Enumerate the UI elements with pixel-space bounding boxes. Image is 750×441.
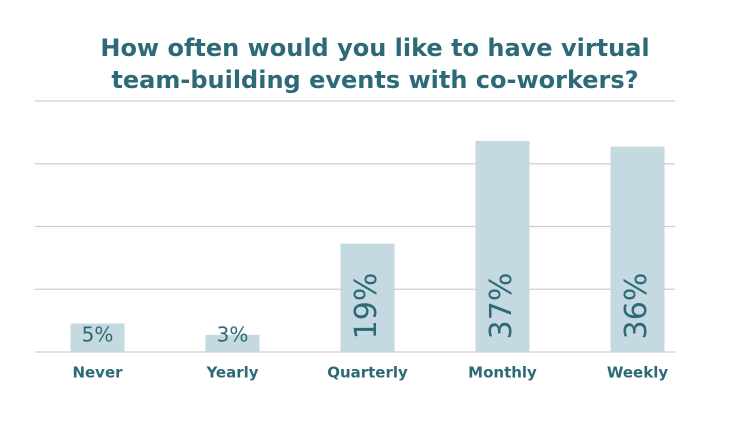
chart-title: How often would you like to have virtual… [100, 34, 650, 94]
value-label: 5% [82, 323, 114, 347]
value-label: 19% [349, 273, 384, 340]
x-tick-label: Yearly [205, 364, 258, 382]
x-tick-label: Weekly [607, 364, 668, 382]
x-tick-label: Monthly [468, 364, 537, 382]
bar [475, 140, 530, 352]
x-tick-label: Never [72, 364, 123, 382]
value-label: 36% [619, 273, 654, 340]
bar [610, 146, 665, 352]
bar [340, 243, 395, 352]
bar [70, 323, 125, 352]
bar [205, 334, 260, 352]
value-label: 37% [484, 273, 519, 340]
value-label: 3% [217, 323, 249, 347]
x-tick-label: Quarterly [327, 364, 408, 382]
